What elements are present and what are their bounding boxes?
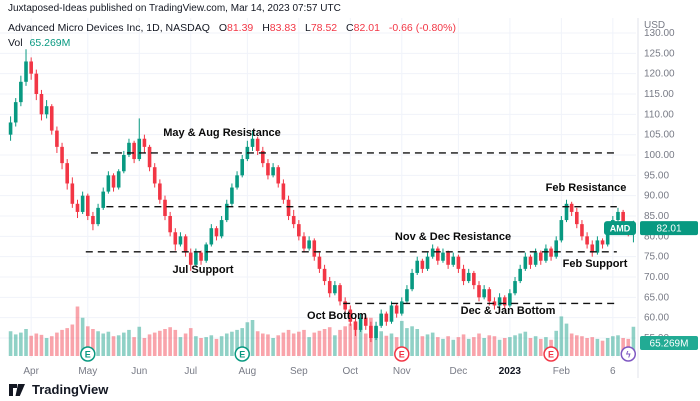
gridlines: [0, 18, 636, 358]
svg-text:Feb: Feb: [553, 366, 571, 377]
svg-text:6: 6: [610, 366, 616, 377]
svg-text:130.00: 130.00: [644, 28, 675, 39]
candles-layer: [8, 49, 636, 343]
svg-text:Aug: Aug: [238, 366, 256, 377]
svg-text:65.00: 65.00: [644, 292, 669, 303]
svg-text:E: E: [399, 350, 405, 360]
high-value: 83.83: [269, 22, 297, 34]
svg-text:2023: 2023: [499, 366, 522, 377]
chart-area[interactable]: USD 130.00 125.00 120.00 115.00 110.00 105.00 1…: [0, 18, 700, 378]
svg-text:ϟ: ϟ: [626, 350, 631, 360]
legend-row-ohlc: Advanced Micro Devices Inc, 1D, NASDAQ O…: [8, 21, 456, 36]
legend-row-volume: Vol 65.269M: [8, 36, 456, 51]
open-value: 81.39: [227, 22, 254, 34]
svg-text:E: E: [548, 350, 554, 360]
change-value: -0.66 (-0.80%): [388, 22, 456, 34]
svg-text:80.00: 80.00: [644, 231, 669, 242]
svg-text:95.00: 95.00: [644, 170, 669, 181]
svg-text:110.00: 110.00: [644, 109, 674, 120]
svg-text:65.269M: 65.269M: [650, 339, 689, 350]
svg-text:Jul: Jul: [184, 366, 197, 377]
low-value: 78.52: [310, 22, 338, 34]
close-value: 82.01: [353, 22, 380, 34]
open-label: O: [218, 22, 227, 34]
symbol-description[interactable]: Advanced Micro Devices Inc, 1D, NASDAQ: [8, 22, 210, 34]
svg-text:75.00: 75.00: [644, 252, 669, 263]
time-axis[interactable]: Apr May Jun Jul Aug Sep Oct Nov Dec 2023 Feb 6: [23, 366, 616, 377]
high-label: H: [262, 22, 270, 34]
support-resistance-lines[interactable]: [85, 152, 617, 305]
svg-text:125.00: 125.00: [644, 48, 675, 59]
svg-text:70.00: 70.00: [644, 272, 669, 283]
svg-text:Apr: Apr: [23, 366, 39, 377]
symbol-legend: Advanced Micro Devices Inc, 1D, NASDAQ O…: [8, 21, 456, 51]
svg-text:E: E: [85, 350, 91, 360]
svg-text:May: May: [78, 366, 97, 377]
svg-text:82.01: 82.01: [656, 224, 681, 235]
svg-text:120.00: 120.00: [644, 69, 675, 80]
svg-text:E: E: [239, 350, 245, 360]
bottom-bar: TradingView: [0, 378, 700, 401]
low-label: L: [305, 22, 311, 34]
attribution-bar: Juxtaposed-Ideas published on TradingVie…: [0, 0, 700, 18]
volume-label: Vol: [8, 37, 23, 49]
price-badge: AMD 82.01: [604, 221, 698, 236]
svg-text:Dec: Dec: [450, 366, 468, 377]
svg-text:Oct: Oct: [343, 366, 359, 377]
svg-text:115.00: 115.00: [644, 89, 674, 100]
tradingview-logo-icon[interactable]: [8, 383, 26, 397]
svg-text:105.00: 105.00: [644, 130, 675, 141]
svg-text:60.00: 60.00: [644, 313, 669, 324]
svg-text:USD: USD: [644, 20, 665, 31]
svg-text:Sep: Sep: [290, 366, 308, 377]
svg-text:85.00: 85.00: [644, 211, 669, 222]
svg-text:AMD: AMD: [610, 224, 631, 234]
svg-text:Nov: Nov: [393, 366, 411, 377]
tradingview-wordmark[interactable]: TradingView: [32, 382, 109, 397]
svg-text:Jun: Jun: [131, 366, 147, 377]
svg-text:100.00: 100.00: [644, 150, 675, 161]
svg-text:90.00: 90.00: [644, 191, 669, 202]
volume-value: 65.269M: [29, 37, 71, 49]
volume-layer: [8, 306, 636, 356]
volume-badge: 65.269M: [640, 336, 698, 350]
close-label: C: [346, 22, 354, 34]
